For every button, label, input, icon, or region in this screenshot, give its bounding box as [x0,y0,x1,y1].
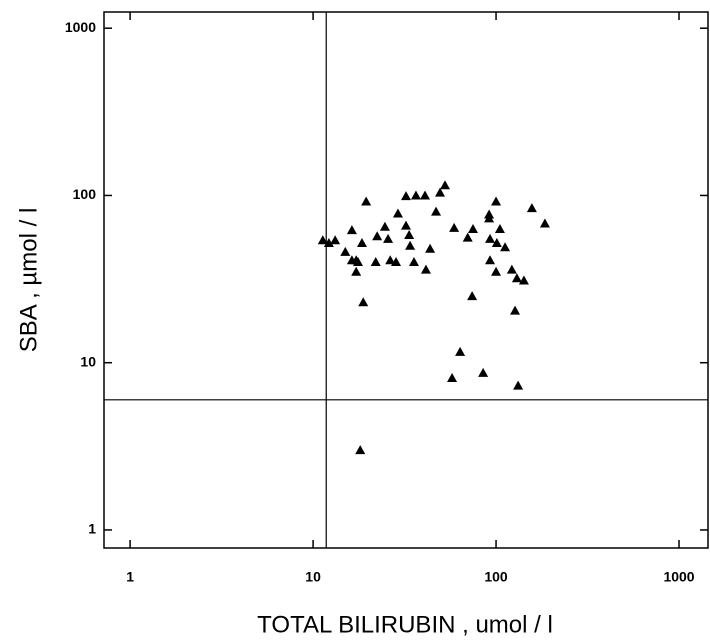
point [420,190,431,200]
point [408,257,419,267]
y-axis-label: SBA , µmol / l [15,208,42,353]
x-tick-label: 1000 [663,569,694,585]
point [330,235,341,245]
point [539,218,550,228]
point [491,196,502,206]
point [370,257,381,267]
point [323,237,334,247]
point [484,213,495,223]
point [449,222,460,232]
point [351,266,362,276]
point [491,266,502,276]
plot-frame [103,11,709,549]
point [506,264,517,274]
point [491,237,502,247]
point [383,233,394,243]
x-axis-label: TOTAL BILIRUBIN , umol / l [257,611,553,638]
point [352,257,363,267]
point [379,221,390,231]
point [346,225,357,235]
x-tick-label: 1 [126,569,134,585]
point [358,297,369,307]
point [435,187,446,197]
y-tick-label: 100 [73,186,97,202]
point [410,190,421,200]
y-tick-label: 1 [88,521,96,537]
point [467,224,478,234]
y-tick-label: 1000 [65,19,96,35]
point [355,445,366,455]
point [467,291,478,301]
point [356,237,367,247]
point [401,220,412,230]
point [439,180,450,190]
point [404,230,415,240]
point [425,243,436,253]
point [420,264,431,274]
point [500,242,511,252]
point [485,233,496,243]
point [391,257,402,267]
point [513,380,524,390]
point [392,208,403,218]
x-tick-label: 10 [305,569,321,585]
point [372,231,383,241]
point [401,191,412,201]
point [447,373,458,383]
point [526,203,537,213]
point [478,367,489,377]
point [431,206,442,216]
point [361,196,372,206]
y-tick-label: 10 [80,353,96,369]
x-tick-label: 100 [484,569,508,585]
point [510,305,521,315]
point [485,255,496,265]
point [455,346,466,356]
point [385,255,396,265]
point [511,273,522,283]
point [518,275,529,285]
point [317,235,328,245]
point [340,246,351,256]
point [462,232,473,242]
point [494,224,505,234]
point [405,240,416,250]
